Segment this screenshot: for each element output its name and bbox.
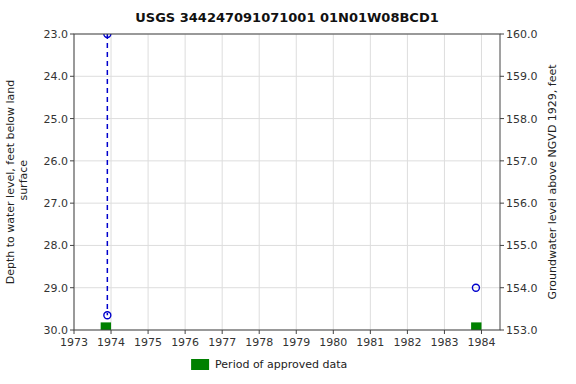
chart-title: USGS 344247091071001 01N01W08BCD1 — [135, 10, 438, 25]
tick-label: 1981 — [356, 336, 384, 349]
tick-mark — [74, 330, 75, 334]
legend-swatch — [191, 359, 209, 370]
tick-label: 159.0 — [506, 70, 538, 83]
tick-mark — [296, 330, 297, 334]
plot-background — [74, 34, 500, 330]
tick-label: 158.0 — [506, 113, 538, 126]
tick-label: 1975 — [134, 336, 162, 349]
tick-label: 155.0 — [506, 239, 538, 252]
grid-line — [185, 34, 186, 330]
grid-line — [259, 34, 260, 330]
tick-label: 154.0 — [506, 282, 538, 295]
tick-label: 1974 — [97, 336, 125, 349]
data-point — [472, 284, 479, 291]
grid-line — [74, 118, 500, 119]
tick-mark — [500, 330, 504, 331]
grid-line — [74, 160, 500, 161]
tick-mark — [222, 330, 223, 334]
tick-mark — [500, 287, 504, 288]
tick-mark — [370, 330, 371, 334]
tick-label: 1984 — [467, 336, 495, 349]
legend: Period of approved data — [191, 358, 347, 371]
tick-label: 30.0 — [44, 324, 69, 337]
tick-mark — [259, 330, 260, 334]
tick-label: 25.0 — [44, 113, 69, 126]
grid-line — [74, 203, 500, 204]
tick-mark — [500, 118, 504, 119]
tick-label: 23.0 — [44, 28, 69, 41]
tick-mark — [500, 76, 504, 77]
tick-label: 1973 — [60, 336, 88, 349]
y-axis-label: Depth to water level, feet below land su… — [4, 80, 30, 285]
tick-label: 1978 — [245, 336, 273, 349]
grid-line — [333, 34, 334, 330]
tick-mark — [70, 287, 74, 288]
tick-label: 1979 — [282, 336, 310, 349]
tick-mark — [70, 118, 74, 119]
tick-mark — [500, 245, 504, 246]
grid-line — [74, 245, 500, 246]
tick-mark — [70, 245, 74, 246]
y2-axis-label: Groundwater level above NGVD 1929, feet — [546, 64, 559, 300]
y-axis: 23.0 24.0 25.0 26.0 27.0 28.0 29.0 30.0 — [44, 28, 75, 337]
grid-line — [481, 34, 482, 330]
tick-label: 27.0 — [44, 197, 69, 210]
grid-line — [74, 287, 500, 288]
tick-label: 1983 — [430, 336, 458, 349]
tick-label: 26.0 — [44, 155, 69, 168]
grid-line — [296, 34, 297, 330]
dashed-line — [107, 34, 109, 315]
tick-label: 160.0 — [506, 28, 538, 41]
data-point — [104, 312, 111, 319]
grid-line — [111, 34, 112, 330]
grid-line — [148, 34, 149, 330]
tick-mark — [500, 34, 504, 35]
approved-period-bar — [471, 322, 481, 330]
tick-label: 29.0 — [44, 282, 69, 295]
chart: 1973 1974 1975 1976 1977 1978 1979 1980 1981 1982… — [0, 0, 576, 384]
tick-label: 157.0 — [506, 155, 538, 168]
tick-label: 1982 — [393, 336, 421, 349]
grid-line — [222, 34, 223, 330]
tick-mark — [500, 160, 504, 161]
tick-mark — [111, 330, 112, 334]
tick-label: 1980 — [319, 336, 347, 349]
tick-label: 1976 — [171, 336, 199, 349]
grid-line — [74, 76, 500, 77]
grid-line — [407, 34, 408, 330]
tick-mark — [148, 330, 149, 334]
data — [101, 34, 482, 330]
tick-mark — [444, 330, 445, 334]
legend-label: Period of approved data — [215, 358, 347, 371]
tick-mark — [70, 330, 74, 331]
tick-mark — [407, 330, 408, 334]
tick-mark — [500, 203, 504, 204]
tick-mark — [70, 160, 74, 161]
grid-line — [444, 34, 445, 330]
tick-mark — [481, 330, 482, 334]
tick-mark — [70, 203, 74, 204]
tick-mark — [185, 330, 186, 334]
tick-mark — [333, 330, 334, 334]
tick-mark — [70, 34, 74, 35]
approved-period-bar — [101, 322, 111, 330]
tick-label: 24.0 — [44, 70, 69, 83]
plot-frame — [74, 34, 500, 330]
tick-label: 28.0 — [44, 239, 69, 252]
tick-label: 156.0 — [506, 197, 538, 210]
tick-label: 153.0 — [506, 324, 538, 337]
tick-mark — [70, 76, 74, 77]
grid-line — [370, 34, 371, 330]
grid — [74, 34, 500, 330]
x-axis: 1973 1974 1975 1976 1977 1978 1979 1980 1981 1982… — [60, 330, 495, 349]
tick-label: 1977 — [208, 336, 236, 349]
y2-axis: 153.0 154.0 155.0 156.0 157.0 158.0 159.0 160.0 — [500, 28, 538, 337]
